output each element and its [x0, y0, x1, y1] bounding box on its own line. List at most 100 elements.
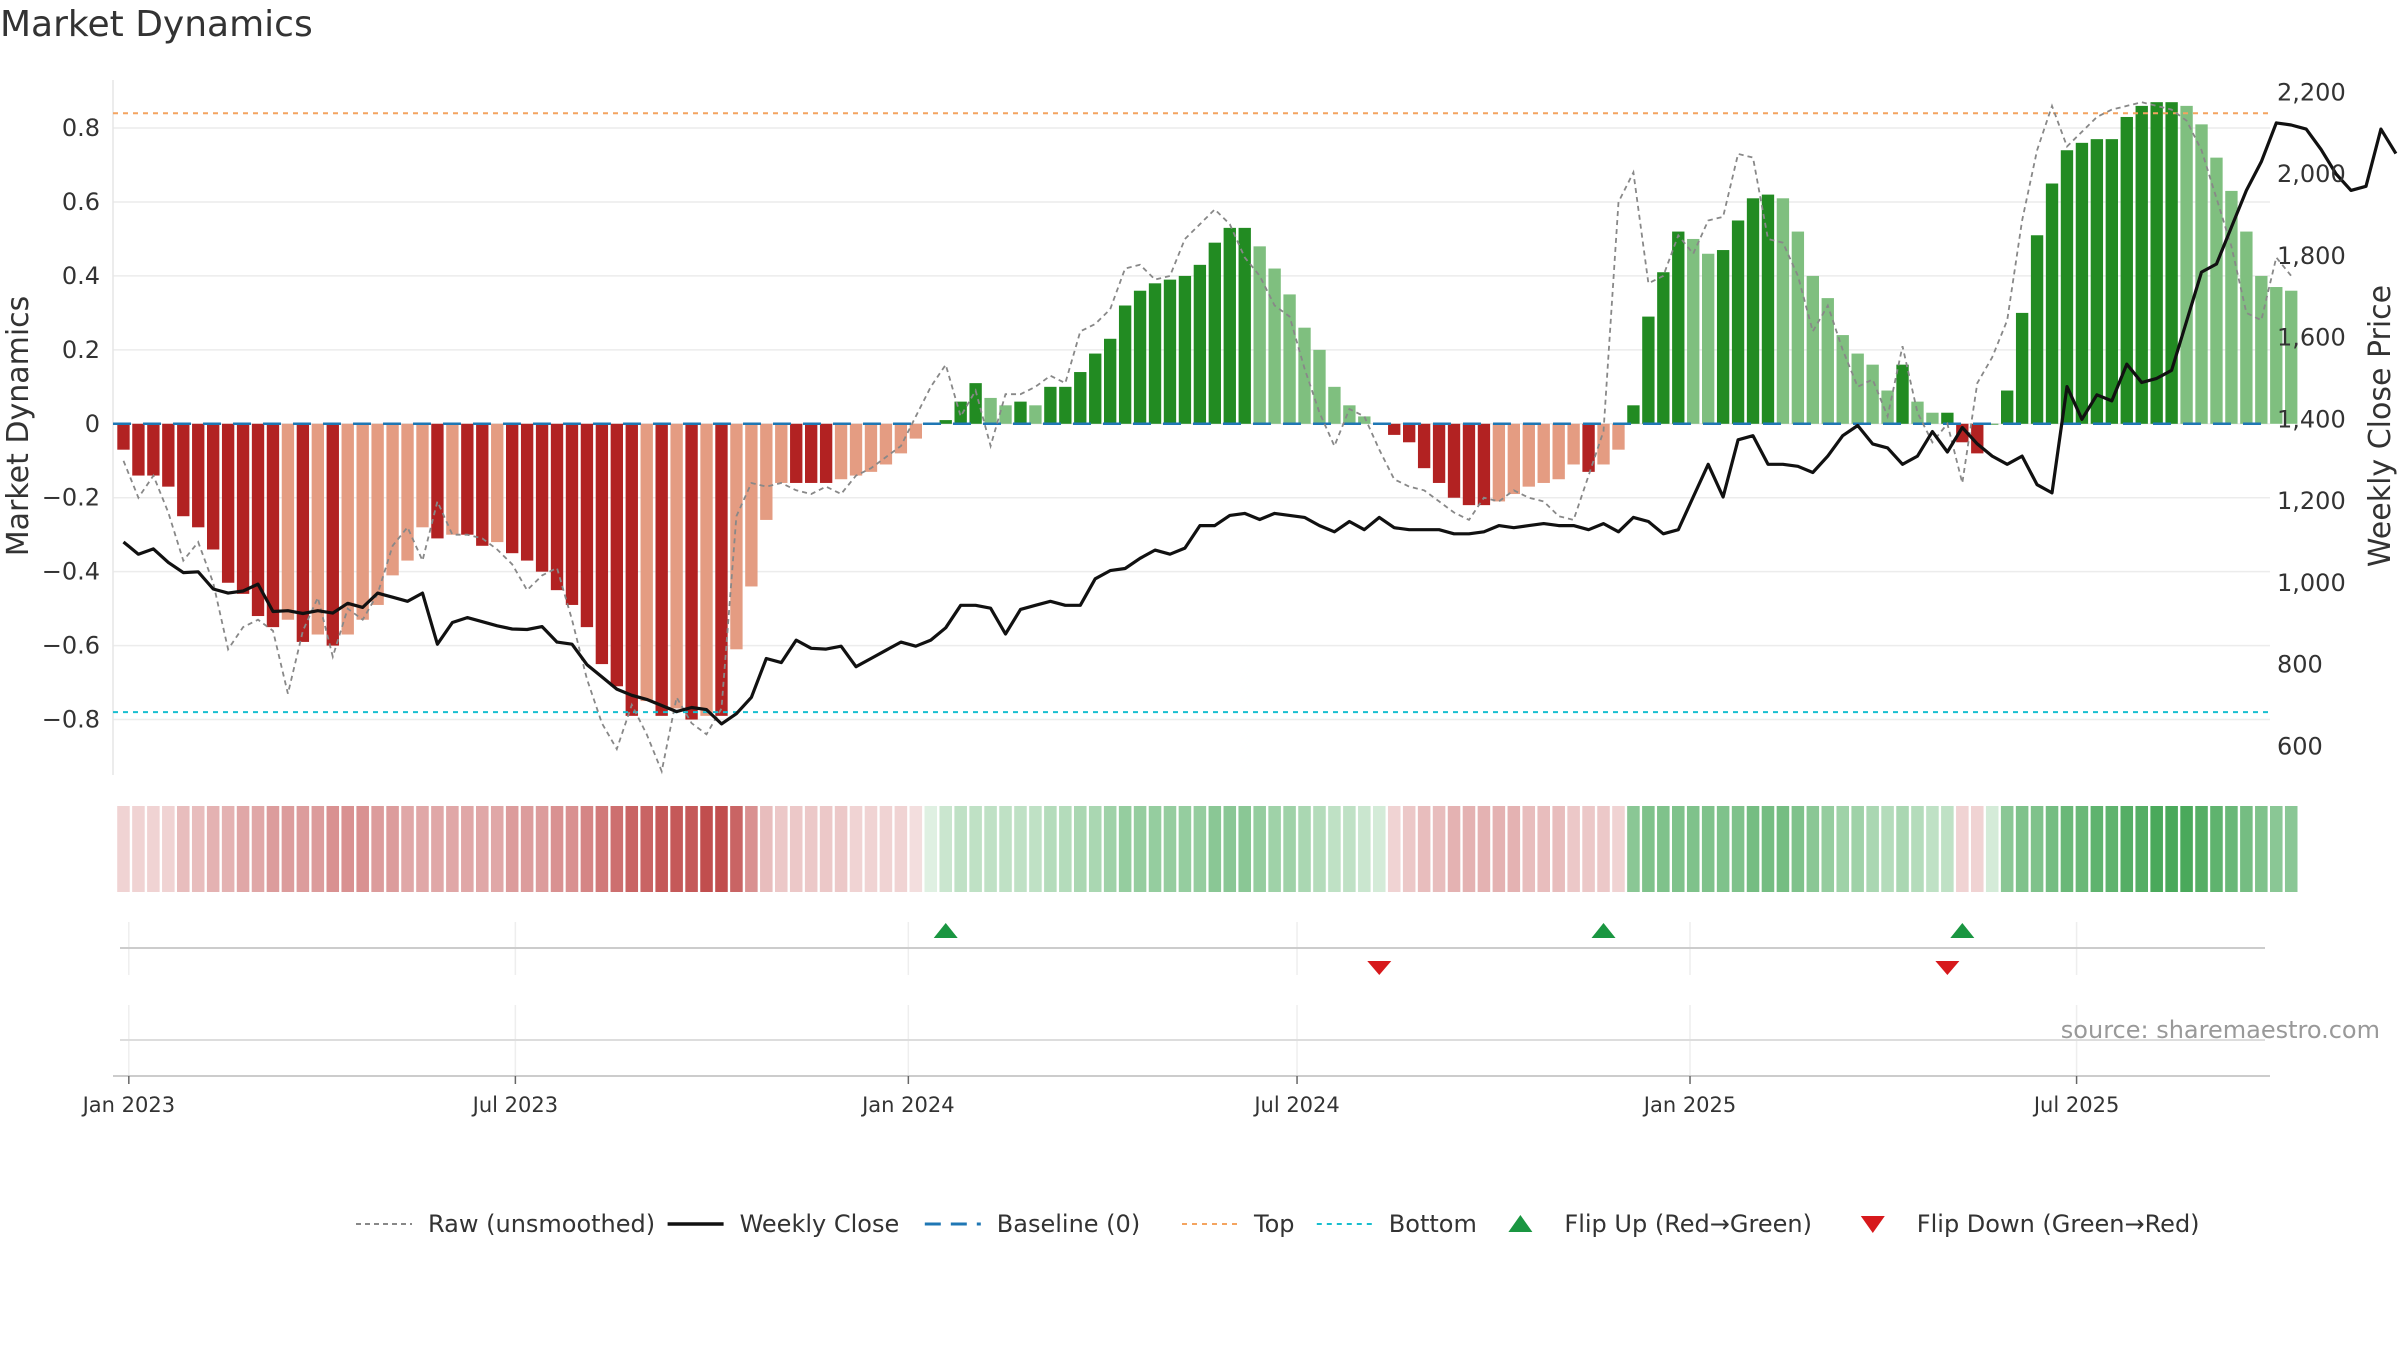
bar-75 [1238, 227, 1251, 424]
strip-cell-49 [849, 806, 863, 892]
bar-78 [1283, 294, 1296, 424]
bar-57 [969, 383, 982, 424]
legend-label: Bottom [1389, 1210, 1477, 1238]
legend-item-close: Weekly Close [667, 1210, 900, 1238]
right-tick-label: 2,000 [2277, 160, 2346, 188]
regime-strip [117, 806, 2298, 892]
bar-29 [550, 423, 564, 591]
strip-cell-75 [1238, 806, 1251, 892]
bar-28 [535, 423, 549, 572]
left-tick-label: 0.2 [62, 336, 100, 364]
bar-34 [625, 423, 638, 716]
strip-cell-87 [1417, 806, 1431, 892]
bar-61 [1029, 405, 1042, 424]
strip-cell-145 [2284, 806, 2298, 892]
bar-50 [864, 423, 878, 472]
strip-cell-45 [789, 806, 803, 892]
strip-cell-66 [1103, 806, 1117, 892]
left-axis-title: Market Dynamics [1, 296, 36, 557]
strip-cell-13 [311, 806, 325, 892]
strip-cell-126 [2000, 806, 2014, 892]
strip-cell-73 [1208, 806, 1222, 892]
bar-64 [1074, 372, 1087, 424]
strip-cell-128 [2030, 806, 2044, 892]
strip-cell-137 [2165, 806, 2178, 892]
right-tick-label: 1,600 [2277, 324, 2346, 352]
bar-109 [1746, 198, 1760, 424]
bar-131 [2075, 142, 2089, 424]
strip-cell-18 [386, 806, 399, 892]
strip-cell-9 [251, 806, 265, 892]
left-tick-label: −0.2 [42, 484, 100, 512]
bar-136 [2150, 102, 2163, 424]
strip-cell-72 [1193, 806, 1207, 892]
bar-48 [834, 423, 848, 480]
strip-cell-107 [1716, 806, 1730, 892]
strip-cell-7 [221, 806, 235, 892]
bar-40 [715, 423, 728, 716]
legend-label: Weekly Close [740, 1210, 900, 1238]
bar-114 [1821, 298, 1834, 424]
right-tick-label: 800 [2277, 651, 2323, 679]
weekly-close-line [122, 121, 2398, 726]
bar-59 [999, 405, 1012, 424]
strip-cell-41 [730, 806, 743, 892]
strip-cell-86 [1402, 806, 1416, 892]
strip-cell-36 [655, 806, 668, 892]
bar-108 [1731, 220, 1745, 424]
bar-58 [984, 397, 997, 424]
strip-cell-106 [1701, 806, 1715, 892]
bar-98 [1582, 423, 1595, 472]
bar-22 [446, 423, 459, 535]
bar-39 [700, 423, 713, 716]
bar-25 [491, 423, 504, 543]
bar-122 [1941, 412, 1954, 424]
strip-cell-69 [1148, 806, 1162, 892]
strip-cell-123 [1956, 806, 1969, 892]
strip-cell-15 [341, 806, 354, 892]
bar-68 [1133, 290, 1147, 424]
flip-panel [120, 922, 2265, 975]
bar-65 [1089, 353, 1102, 424]
bar-79 [1298, 327, 1311, 424]
bar-85 [1388, 423, 1401, 435]
bar-132 [2090, 139, 2104, 424]
bar-43 [760, 423, 773, 520]
right-tick-label: 600 [2277, 732, 2323, 760]
bar-143 [2255, 275, 2268, 424]
strip-cell-42 [745, 806, 758, 892]
bar-49 [849, 423, 863, 476]
bar-13 [311, 423, 324, 635]
x-tick-label: Jul 2024 [1252, 1093, 1339, 1117]
strip-cell-122 [1941, 806, 1954, 892]
strip-cell-53 [909, 806, 923, 892]
bar-80 [1313, 349, 1326, 424]
strip-cell-91 [1477, 806, 1491, 892]
strip-cell-65 [1088, 806, 1102, 892]
strip-cell-94 [1522, 806, 1536, 892]
strip-cell-44 [775, 806, 788, 892]
x-tick-label: Jan 2023 [81, 1093, 176, 1117]
strip-cell-88 [1432, 806, 1446, 892]
bar-9 [251, 423, 265, 617]
flip-up-marker [933, 923, 958, 938]
left-tick-label: −0.8 [42, 706, 100, 734]
strip-cell-104 [1672, 806, 1685, 892]
strip-cell-33 [610, 806, 624, 892]
bar-53 [909, 423, 922, 439]
strip-cell-79 [1298, 806, 1311, 892]
bar-69 [1148, 283, 1162, 424]
bar-133 [2105, 139, 2118, 424]
bar-71 [1178, 275, 1192, 424]
strip-cell-61 [1029, 806, 1042, 892]
bar-104 [1672, 231, 1685, 424]
lines-layer [122, 101, 2398, 775]
strip-cell-112 [1791, 806, 1805, 892]
strip-cell-40 [715, 806, 728, 892]
x-axis: Jan 2023 Jul 2023 Jan 2024 Jul 2024 Jan 2025… [81, 1076, 2119, 1117]
strip-cell-102 [1642, 806, 1655, 892]
strip-cell-105 [1686, 806, 1700, 892]
strip-cell-85 [1387, 806, 1401, 892]
strip-cell-29 [550, 806, 564, 892]
bar-105 [1687, 238, 1700, 424]
